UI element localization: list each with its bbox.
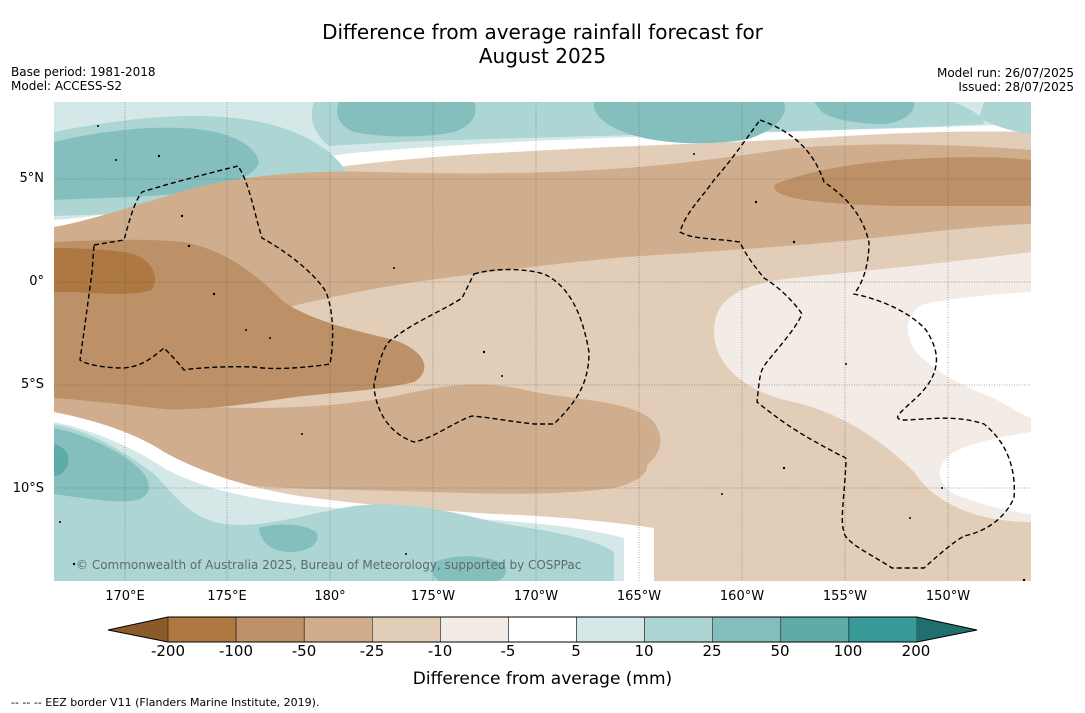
contour-south-100 bbox=[54, 444, 69, 476]
colorbar-tick: -200 bbox=[150, 642, 186, 660]
metadata-left: Base period: 1981-2018 Model: ACCESS-S2 bbox=[11, 65, 156, 93]
island-markers bbox=[59, 125, 1026, 581]
issued-text: Issued: 28/07/2025 bbox=[958, 80, 1074, 94]
lat-label-equator: 0° bbox=[29, 274, 44, 289]
colorbar-cell bbox=[644, 616, 713, 643]
contour-south-25 bbox=[54, 424, 614, 581]
colorbar-extend-max bbox=[917, 617, 977, 642]
colorbar-outline bbox=[107, 616, 978, 643]
contour-north-10 bbox=[54, 102, 1031, 220]
colorbar-tick: 5 bbox=[571, 642, 581, 660]
contour-south-50b bbox=[259, 524, 318, 552]
base-period-text: Base period: 1981-2018 bbox=[11, 65, 156, 79]
colorbar-cell bbox=[848, 616, 918, 643]
colorbar-cell bbox=[440, 616, 509, 643]
title-line-1: Difference from average rainfall forecas… bbox=[322, 20, 763, 44]
contour-north-east-25 bbox=[979, 102, 1031, 134]
contour-south-50c bbox=[431, 556, 506, 581]
colorbar-cell bbox=[235, 616, 305, 643]
lon-label-160w: 160°W bbox=[719, 589, 765, 604]
lon-label-170e: 170°E bbox=[105, 589, 145, 604]
colorbar-tick: 25 bbox=[702, 642, 722, 660]
colorbar-cell bbox=[372, 616, 441, 643]
eez-borders bbox=[79, 119, 1016, 569]
lon-label-180: 180° bbox=[314, 589, 346, 604]
lon-label-155w: 155°W bbox=[822, 589, 868, 604]
colorbar-cell bbox=[780, 616, 850, 643]
colorbar-tick: 100 bbox=[833, 642, 863, 660]
rainfall-map bbox=[54, 102, 1031, 581]
colorbar-tick: 10 bbox=[634, 642, 654, 660]
colorbar-tick: -5 bbox=[500, 642, 516, 660]
rainfall-map-canvas bbox=[54, 102, 1031, 581]
eez-border-kiribati-gilbert bbox=[79, 165, 334, 371]
colorbar-cell bbox=[508, 616, 577, 643]
model-text: Model: ACCESS-S2 bbox=[11, 79, 123, 93]
colorbar-cells bbox=[167, 616, 918, 643]
colorbar-tick: 50 bbox=[770, 642, 790, 660]
lat-label-5s: 5°S bbox=[20, 377, 44, 392]
colorbar-cell bbox=[576, 616, 645, 643]
colorbar-tick: -100 bbox=[218, 642, 254, 660]
contour-dry-25-north bbox=[54, 144, 1031, 412]
colorbar-extend-min bbox=[108, 617, 168, 642]
colorbar-tick: -50 bbox=[291, 642, 317, 660]
eez-footnote: -- -- -- EEZ border V11 (Flanders Marine… bbox=[11, 696, 320, 709]
lon-label-170w: 170°W bbox=[513, 589, 559, 604]
lat-label-5n: 5°N bbox=[19, 171, 45, 186]
colorbar-cell bbox=[167, 616, 237, 643]
contour-north-50d bbox=[814, 102, 915, 124]
contour-dry-100 bbox=[54, 248, 155, 294]
contour-white-east bbox=[907, 292, 1031, 418]
contour-dry-25-south bbox=[54, 398, 648, 494]
lon-label-175w: 175°W bbox=[410, 589, 456, 604]
lon-label-165w: 165°W bbox=[616, 589, 662, 604]
contour-white-east2 bbox=[939, 432, 1031, 514]
eez-border-tokelau bbox=[373, 268, 590, 443]
colorbar-cell bbox=[303, 616, 373, 643]
contour-dry-50-north bbox=[774, 157, 1031, 206]
metadata-right: Model run: 26/07/2025 Issued: 28/07/2025 bbox=[937, 66, 1074, 94]
lat-label-10s: 10°S bbox=[12, 481, 44, 496]
lon-label-175e: 175°E bbox=[207, 589, 247, 604]
colorbar-tick: -25 bbox=[359, 642, 385, 660]
contour-north-50 bbox=[54, 127, 259, 200]
colorbar-cell bbox=[712, 616, 782, 643]
lon-label-150w: 150°W bbox=[925, 589, 971, 604]
colorbar-label: Difference from average (mm) bbox=[412, 669, 673, 689]
map-title: Difference from average rainfall forecas… bbox=[0, 20, 1085, 68]
graticule bbox=[54, 102, 1031, 581]
title-line-2: August 2025 bbox=[478, 44, 607, 68]
copyright-notice: © Commonwealth of Australia 2025, Bureau… bbox=[76, 558, 582, 572]
contour-north-50b bbox=[337, 102, 476, 137]
contour-north-50c bbox=[593, 102, 785, 144]
model-run-text: Model run: 26/07/2025 bbox=[936, 66, 1074, 80]
colorbar-tick: 200 bbox=[901, 642, 931, 660]
colorbar-tick: -10 bbox=[427, 642, 453, 660]
